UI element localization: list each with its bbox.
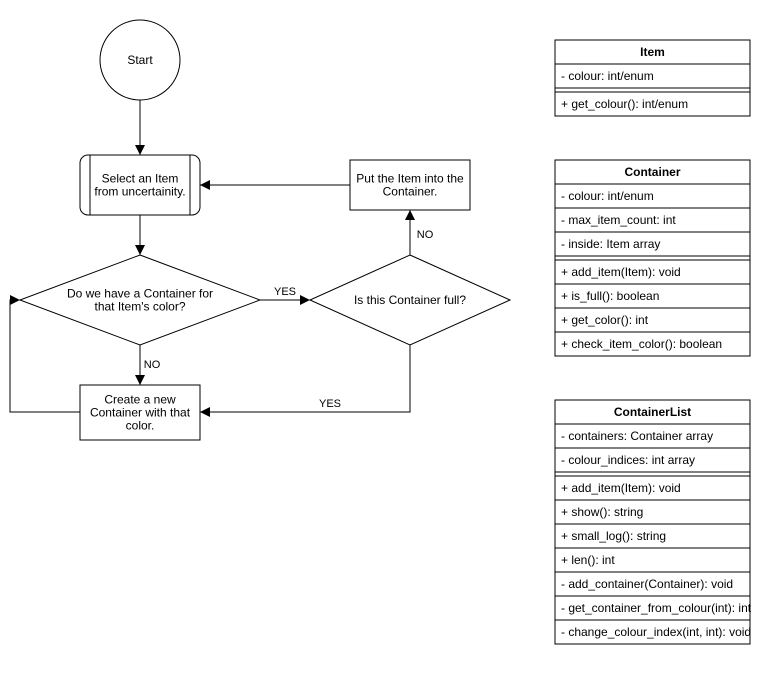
- class-method: + small_log(): string: [561, 529, 666, 543]
- flow-edge-5: YES: [200, 345, 410, 412]
- class-method: + show(): string: [561, 505, 643, 519]
- svg-text:Start: Start: [127, 53, 153, 67]
- svg-text:Select an Itemfrom uncertainit: Select an Itemfrom uncertainity.: [94, 172, 185, 199]
- class-attribute: - colour: int/enum: [561, 69, 654, 83]
- class-method: + get_colour(): int/enum: [561, 97, 688, 111]
- svg-text:YES: YES: [319, 398, 341, 410]
- class-method: + check_item_color(): boolean: [561, 337, 722, 351]
- svg-text:Is this Container full?: Is this Container full?: [354, 293, 466, 307]
- class-method: + add_item(Item): void: [561, 265, 681, 279]
- class-containerlist: ContainerList - containers: Container arr…: [555, 400, 752, 644]
- class-title: Container: [624, 165, 680, 179]
- class-method: - change_colour_index(int, int): void: [561, 625, 751, 639]
- class-attribute: - inside: Item array: [561, 237, 660, 251]
- svg-text:NO: NO: [144, 359, 161, 371]
- class-method: - add_container(Container): void: [561, 577, 733, 591]
- diagram-canvas: StartSelect an Itemfrom uncertainity.Do …: [0, 0, 758, 683]
- svg-text:YES: YES: [274, 286, 296, 298]
- flow-edge-3: NO: [140, 345, 161, 385]
- class-method: + add_item(Item): void: [561, 481, 681, 495]
- class-container: Container - colour: int/enum - max_item_co…: [555, 160, 750, 356]
- class-attribute: - max_item_count: int: [561, 213, 676, 227]
- class-method: + is_full(): boolean: [561, 289, 659, 303]
- class-title: ContainerList: [614, 405, 691, 419]
- class-item: Item - colour: int/enum + get_colour(): in…: [555, 40, 750, 116]
- class-title: Item: [640, 45, 665, 59]
- class-attribute: - colour_indices: int array: [561, 453, 695, 467]
- class-method: - get_container_from_colour(int): int: [561, 601, 752, 615]
- flow-edge-4: NO: [410, 210, 434, 255]
- class-method: + get_color(): int: [561, 313, 649, 327]
- svg-text:NO: NO: [417, 229, 434, 241]
- class-attribute: - colour: int/enum: [561, 189, 654, 203]
- class-method: + len(): int: [561, 553, 615, 567]
- class-attribute: - containers: Container array: [561, 429, 713, 443]
